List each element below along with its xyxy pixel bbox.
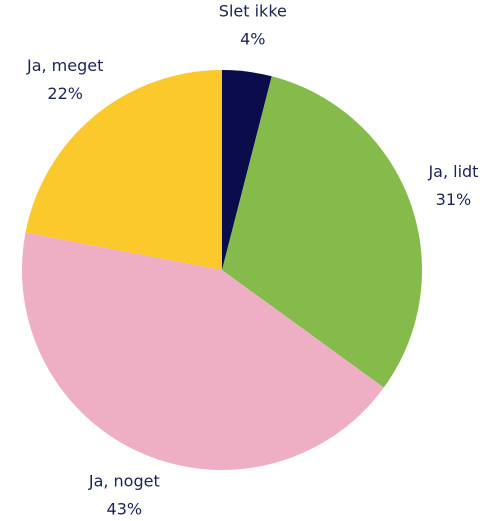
slice-label: Ja, lidt <box>427 162 478 181</box>
pie-slice <box>25 70 223 270</box>
slice-label: Ja, noget <box>88 471 160 490</box>
pie-slice <box>222 70 272 270</box>
slice-label: Slet ikke <box>219 1 287 20</box>
value-label: 22% <box>47 84 83 103</box>
slice-label: Ja, meget <box>26 56 103 75</box>
pie-slice <box>22 232 384 470</box>
pie-slice <box>222 76 422 388</box>
value-label: 31% <box>436 190 472 209</box>
value-label: 4% <box>240 29 265 48</box>
value-label: 43% <box>107 499 143 518</box>
